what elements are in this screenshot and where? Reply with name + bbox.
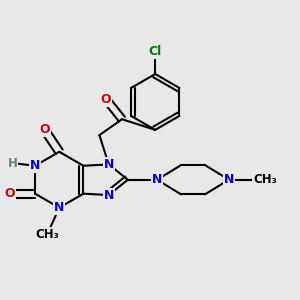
Text: O: O [4, 187, 15, 200]
Text: O: O [39, 124, 50, 136]
Text: N: N [103, 158, 114, 171]
Text: CH₃: CH₃ [253, 173, 277, 186]
Text: CH₃: CH₃ [35, 228, 59, 241]
Text: N: N [224, 173, 234, 186]
Text: H: H [8, 157, 17, 169]
Text: Cl: Cl [148, 45, 162, 58]
Text: N: N [103, 188, 114, 202]
Text: O: O [101, 93, 111, 106]
Text: N: N [152, 173, 162, 186]
Text: N: N [30, 159, 40, 172]
Text: N: N [54, 201, 64, 214]
